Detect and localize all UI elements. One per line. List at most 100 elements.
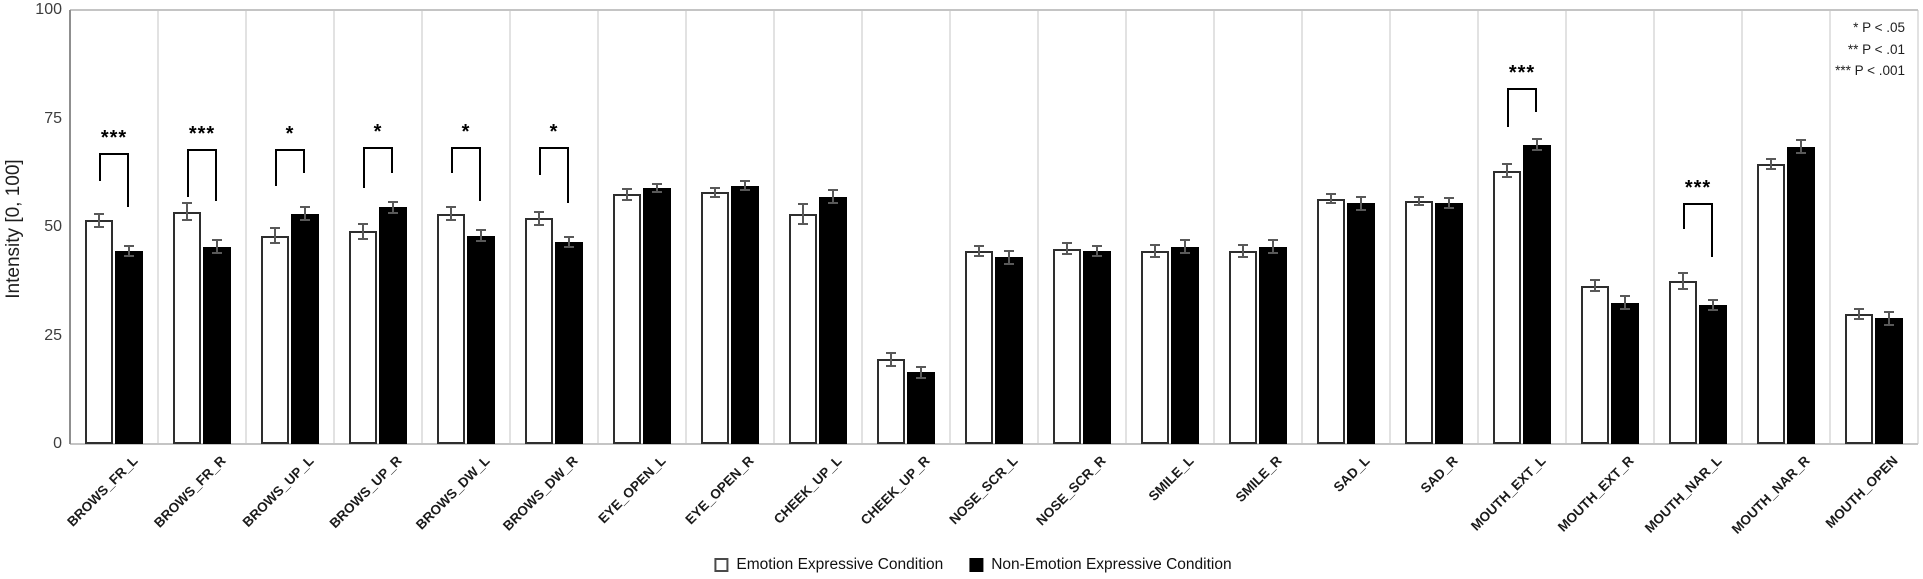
error-bar-cap — [1150, 255, 1160, 258]
bar-emotion-MOUTH_NAR_L — [1669, 281, 1697, 444]
error-bar — [1506, 164, 1508, 178]
error-bar-cap — [1062, 242, 1072, 245]
y-tick-label: 0 — [53, 435, 62, 452]
error-bar — [1418, 196, 1420, 206]
error-bar-cap — [974, 255, 984, 258]
category-gridline — [1477, 10, 1479, 444]
error-bar-cap — [1092, 255, 1102, 258]
error-bar — [480, 230, 482, 241]
error-bar-cap — [388, 200, 398, 203]
category-gridline — [1213, 10, 1215, 444]
error-bar — [744, 181, 746, 191]
bar-emotion-CHEEK_UP_R — [877, 359, 905, 444]
error-bar — [392, 201, 394, 214]
error-bar — [1184, 240, 1186, 254]
error-bar — [450, 207, 452, 221]
error-bar — [98, 213, 100, 227]
error-bar-cap — [828, 202, 838, 205]
error-bar — [1858, 308, 1860, 319]
sig-bracket-BROWS_UP_L — [275, 148, 305, 151]
bar-emotion-EYE_OPEN_R — [701, 192, 729, 444]
category-gridline — [773, 10, 775, 444]
bar-emotion-SAD_R — [1405, 200, 1433, 444]
legend: Emotion Expressive Condition Non-Emotion… — [714, 556, 1232, 574]
error-bar-cap — [564, 246, 574, 249]
error-bar-cap — [828, 189, 838, 192]
error-bar-cap — [1708, 309, 1718, 312]
error-bar-cap — [1590, 290, 1600, 293]
error-bar-cap — [1678, 288, 1688, 291]
error-bar-cap — [652, 191, 662, 194]
error-bar-cap — [1796, 139, 1806, 142]
sig-bracket-left-leg — [1507, 88, 1509, 128]
bar-non-emotion-SMILE_L — [1171, 246, 1199, 444]
error-bar-cap — [1150, 244, 1160, 247]
x-axis-line — [70, 443, 1918, 445]
error-bar-cap — [564, 235, 574, 238]
error-bar-cap — [270, 226, 280, 229]
error-bar — [538, 211, 540, 225]
error-bar-cap — [1062, 252, 1072, 255]
sig-stars-BROWS_DW_R: * — [549, 120, 559, 143]
category-gridline — [1125, 10, 1127, 444]
error-bar-cap — [886, 364, 896, 367]
error-bar — [1888, 311, 1890, 325]
sig-bracket-right-leg — [215, 148, 217, 201]
top-border-line — [70, 9, 1918, 11]
error-bar-cap — [916, 376, 926, 379]
bar-emotion-NOSE_SCR_L — [965, 250, 993, 444]
error-bar-cap — [622, 187, 632, 190]
category-gridline — [1917, 10, 1919, 444]
error-bar — [186, 203, 188, 221]
error-bar — [1682, 273, 1684, 290]
sig-note-line-2: ** P < .01 — [1847, 41, 1905, 57]
error-bar-cap — [1766, 168, 1776, 171]
bar-non-emotion-BROWS_FR_R — [203, 246, 231, 444]
error-bar — [1712, 299, 1714, 311]
category-gridline — [157, 10, 159, 444]
error-bar-cap — [1590, 278, 1600, 281]
bar-non-emotion-MOUTH_NAR_L — [1699, 305, 1727, 444]
bar-emotion-MOUTH_EXT_R — [1581, 285, 1609, 444]
error-bar-cap — [182, 202, 192, 205]
error-bar-cap — [1268, 252, 1278, 255]
error-bar — [274, 227, 276, 244]
y-tick-label: 50 — [44, 218, 62, 235]
bar-non-emotion-MOUTH_NAR_R — [1787, 146, 1815, 444]
error-bar-cap — [212, 252, 222, 255]
error-bar — [362, 223, 364, 240]
error-bar — [1066, 243, 1068, 254]
error-bar — [1008, 250, 1010, 264]
error-bar-cap — [1238, 255, 1248, 258]
category-gridline — [1565, 10, 1567, 444]
category-gridline — [245, 10, 247, 444]
error-bar-cap — [534, 223, 544, 226]
error-bar-cap — [1180, 239, 1190, 242]
error-bar-cap — [710, 186, 720, 189]
error-bar-cap — [1854, 318, 1864, 320]
bar-emotion-EYE_OPEN_L — [613, 194, 641, 444]
error-bar — [832, 190, 834, 204]
error-bar — [216, 240, 218, 254]
legend-swatch-white — [714, 558, 729, 572]
sig-bracket-BROWS_FR_R — [187, 148, 217, 151]
error-bar — [1448, 197, 1450, 209]
error-bar-cap — [710, 195, 720, 198]
sig-bracket-right-leg — [391, 146, 393, 173]
bar-emotion-SMILE_R — [1229, 250, 1257, 444]
error-bar-cap — [1414, 195, 1424, 198]
sig-bracket-MOUTH_NAR_L — [1683, 203, 1713, 206]
significance-note: * P < .05 ** P < .01 *** P < .001 — [1835, 17, 1905, 82]
error-bar-cap — [476, 239, 486, 242]
error-bar — [802, 203, 804, 224]
bar-emotion-BROWS_FR_L — [85, 220, 113, 444]
sig-stars-MOUTH_NAR_L: *** — [1684, 177, 1712, 200]
error-bar-cap — [1004, 262, 1014, 265]
sig-bracket-right-leg — [567, 146, 569, 204]
category-gridline — [1301, 10, 1303, 444]
sig-bracket-right-leg — [479, 146, 481, 201]
error-bar-cap — [1796, 152, 1806, 155]
error-bar — [978, 245, 980, 257]
sig-bracket-left-leg — [275, 148, 277, 186]
bar-non-emotion-SMILE_R — [1259, 246, 1287, 444]
